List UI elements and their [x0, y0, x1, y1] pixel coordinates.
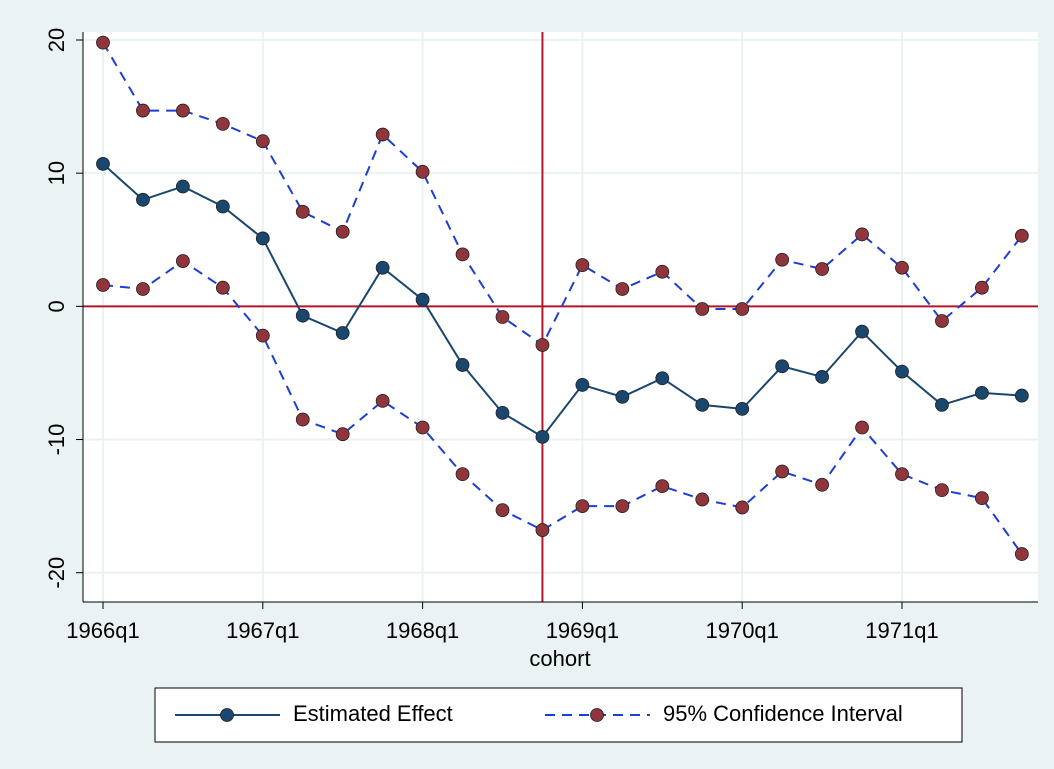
marker — [375, 260, 390, 275]
plot-area — [83, 32, 1038, 602]
marker — [655, 371, 670, 386]
marker — [735, 500, 750, 515]
marker — [375, 394, 390, 408]
x-axis-title: cohort — [529, 646, 590, 671]
marker — [1014, 228, 1029, 243]
marker — [615, 499, 630, 514]
marker — [535, 429, 550, 444]
y-tick-label: 10 — [44, 161, 69, 185]
marker — [215, 280, 230, 295]
marker — [935, 397, 949, 412]
marker — [375, 127, 390, 142]
marker — [855, 324, 869, 339]
y-tick-label: -10 — [44, 424, 69, 456]
marker — [295, 204, 310, 219]
marker — [655, 479, 670, 494]
y-tick-label: 0 — [44, 300, 69, 312]
x-tick-label: 1968q1 — [386, 618, 459, 643]
marker — [96, 156, 110, 171]
marker — [935, 314, 949, 328]
legend-box — [154, 687, 963, 743]
marker — [615, 282, 630, 296]
marker — [136, 103, 150, 118]
marker — [695, 302, 710, 316]
marker — [255, 328, 270, 343]
marker — [255, 134, 270, 149]
marker — [335, 224, 350, 239]
marker — [895, 467, 909, 482]
marker — [136, 192, 150, 207]
x-tick-label: 1971q1 — [865, 618, 938, 643]
marker — [575, 378, 590, 392]
marker — [975, 280, 989, 295]
series-line — [102, 163, 1022, 439]
marker — [775, 359, 790, 374]
marker — [695, 492, 710, 507]
marker — [96, 278, 110, 292]
marker — [215, 116, 230, 131]
marker — [815, 370, 829, 384]
marker — [415, 292, 430, 307]
marker — [295, 308, 310, 323]
marker — [895, 260, 909, 275]
marker — [495, 405, 510, 420]
marker — [96, 35, 110, 50]
marker — [175, 179, 190, 194]
marker — [455, 467, 470, 482]
marker — [335, 427, 350, 442]
series-line — [102, 259, 1023, 555]
marker — [495, 310, 510, 324]
marker — [455, 247, 470, 262]
marker — [815, 477, 829, 492]
marker — [535, 523, 550, 537]
marker — [855, 227, 869, 242]
legend-label: 95% Confidence Interval — [663, 701, 903, 726]
marker — [855, 420, 869, 435]
marker — [495, 503, 510, 518]
marker — [455, 358, 470, 372]
marker — [695, 397, 710, 412]
x-tick-label: 1966q1 — [66, 618, 139, 643]
x-tick-label: 1969q1 — [546, 618, 619, 643]
marker — [575, 258, 590, 272]
marker — [895, 364, 909, 379]
marker — [335, 326, 350, 340]
legend-marker — [220, 708, 234, 722]
marker — [775, 464, 790, 479]
legend-marker — [590, 708, 604, 722]
marker — [815, 262, 829, 276]
marker — [175, 254, 190, 268]
marker — [615, 390, 630, 404]
marker — [175, 103, 190, 118]
marker — [975, 491, 989, 506]
marker — [136, 282, 150, 296]
marker — [935, 483, 949, 498]
marker — [575, 499, 590, 514]
marker — [215, 199, 230, 214]
marker — [775, 252, 790, 267]
y-tick-label: -20 — [44, 557, 69, 589]
marker — [1014, 388, 1029, 403]
marker — [1014, 547, 1029, 561]
x-tick-label: 1970q1 — [705, 618, 778, 643]
marker — [415, 164, 430, 179]
series-line — [102, 42, 1023, 347]
marker — [415, 420, 430, 435]
marker — [535, 338, 550, 352]
marker — [975, 386, 989, 400]
marker — [655, 264, 670, 279]
x-tick-label: 1967q1 — [226, 618, 299, 643]
legend-label: Estimated Effect — [293, 701, 453, 726]
y-tick-label: 20 — [44, 28, 69, 52]
marker — [735, 401, 750, 416]
marker — [295, 412, 310, 427]
marker — [735, 302, 750, 316]
marker — [255, 231, 270, 246]
